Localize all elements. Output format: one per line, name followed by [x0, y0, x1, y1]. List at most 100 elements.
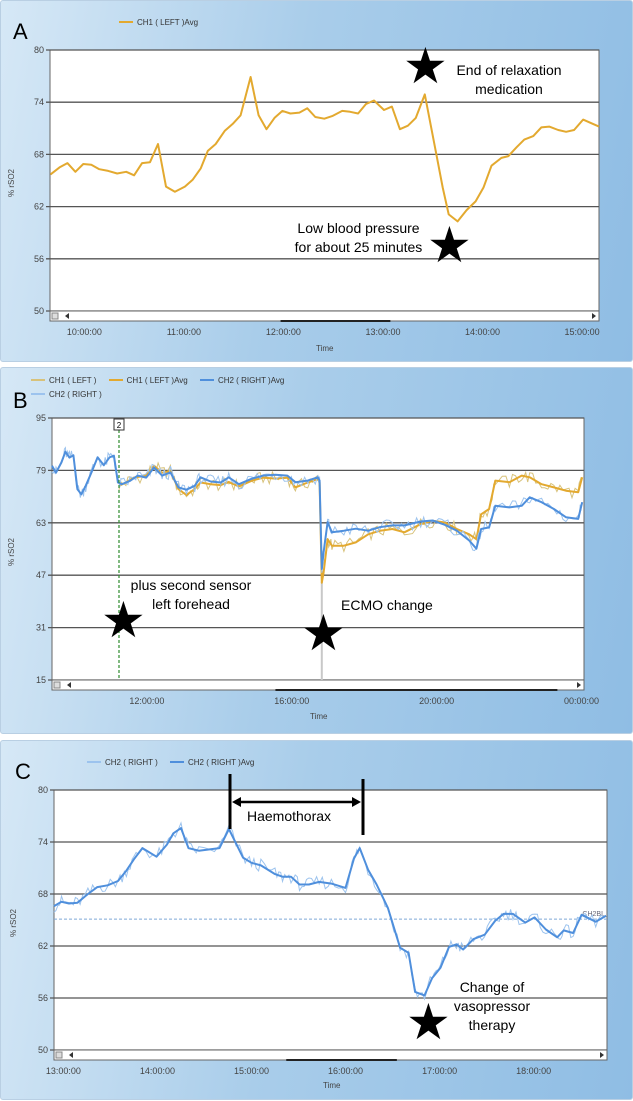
scrollbar: [53, 1049, 608, 1061]
annotation-haemothorax: Haemothorax: [247, 807, 331, 826]
star-icon: ★: [403, 38, 448, 94]
annotation-line: Haemothorax: [247, 808, 332, 824]
legend-swatch: [108, 379, 123, 381]
annotation-low-blood-pressure: Low blood pressure for about 25 minutes: [286, 219, 431, 257]
y-axis-label: % rSO2: [7, 537, 16, 566]
y-tick-label: 50: [38, 1045, 48, 1055]
annotation-line: plus second sensor: [130, 577, 252, 593]
legend-row-2[interactable]: CH2 ( RIGHT ): [31, 388, 112, 399]
chart-b-svg: 15 31 47 63 79 95 12:00:00 16:00:00 20:00:00 00:0…: [36, 413, 599, 706]
annotation-end-relaxation: End of relaxation medication: [449, 61, 569, 99]
legend-swatch: [169, 761, 184, 763]
legend-item-ch2-avg[interactable]: CH2 ( RIGHT )Avg: [199, 375, 285, 385]
y-axis-label: % rSO2: [9, 908, 18, 937]
x-tick-label: 20:00:00: [419, 696, 454, 706]
y-tick-label: 56: [34, 254, 44, 264]
x-tick-label: 15:00:00: [565, 327, 600, 337]
legend-label: CH1 ( LEFT )Avg: [126, 375, 188, 385]
annotation-line: Low blood pressure: [297, 220, 420, 236]
y-tick-label: 74: [38, 837, 48, 847]
panel-letter: B: [13, 388, 28, 413]
scroll-left-icon: [65, 313, 69, 319]
chart-panel-b: 15 31 47 63 79 95 12:00:00 16:00:00 20:00:00 00:0…: [0, 367, 633, 734]
legend[interactable]: CH2 ( RIGHT ) CH2 ( RIGHT )Avg: [87, 756, 264, 767]
legend-item-ch1-raw[interactable]: CH1 ( LEFT ): [31, 376, 96, 385]
x-tick-label: 16:00:00: [274, 696, 309, 706]
annotation-line: for about 25 minutes: [294, 239, 423, 255]
y-tick-label: 15: [36, 675, 46, 685]
plot-area: [49, 49, 600, 312]
panel-letter: A: [13, 19, 28, 44]
scroll-right-icon: [592, 313, 596, 319]
scroll-right-icon: [600, 1052, 604, 1058]
x-tick-label: 13:00:00: [46, 1066, 81, 1076]
plot-area: [51, 417, 585, 681]
event-marker-label: 2: [117, 421, 122, 430]
legend-swatch: [119, 21, 133, 23]
annotation-vasopressor: Change of vasopressor therapy: [451, 978, 533, 1035]
legend-label: CH2 ( RIGHT )Avg: [217, 375, 285, 385]
arrow-left-icon: [232, 797, 241, 807]
plot-area: [53, 789, 608, 1051]
scrollbar: [49, 310, 600, 322]
star-icon: ★: [427, 217, 472, 273]
annotation-line: Change of: [459, 979, 525, 995]
x-axis-label: Time: [323, 1081, 341, 1090]
legend[interactable]: CH1 ( LEFT )Avg: [119, 16, 208, 27]
annotation-second-sensor: plus second sensor left forehead: [121, 576, 261, 614]
legend-swatch: [31, 379, 45, 381]
chart-panel-a: 50 56 62 68 74 80 10:00:00 11:00:00 12:00:00 13:0…: [0, 0, 633, 362]
annotation-line: End of relaxation: [456, 62, 562, 78]
legend-item-ch2-avg[interactable]: CH2 ( RIGHT )Avg: [169, 757, 255, 767]
y-tick-label: 74: [34, 97, 44, 107]
legend-swatch: [31, 393, 45, 395]
y-tick-label: 31: [36, 623, 46, 633]
legend-item-ch1-avg[interactable]: CH1 ( LEFT )Avg: [108, 375, 188, 385]
x-axis-label: Time: [310, 712, 328, 721]
x-tick-label: 15:00:00: [234, 1066, 269, 1076]
x-tick-label: 14:00:00: [465, 327, 500, 337]
legend-item-ch2-raw[interactable]: CH2 ( RIGHT ): [31, 390, 102, 399]
y-tick-label: 80: [34, 45, 44, 55]
zoom-reset-icon: [51, 312, 59, 320]
x-tick-label: 18:00:00: [516, 1066, 551, 1076]
y-tick-label: 68: [38, 889, 48, 899]
annotation-line: medication: [475, 81, 543, 97]
series-line: [49, 76, 600, 223]
legend-label: CH1 ( LEFT )Avg: [137, 17, 199, 27]
event-marker-box: [113, 418, 125, 431]
panel-letter: C: [15, 759, 31, 784]
legend-label: CH2 ( RIGHT )Avg: [187, 757, 255, 767]
x-tick-label: 13:00:00: [365, 327, 400, 337]
legend-item-ch1-avg[interactable]: CH1 ( LEFT )Avg: [119, 18, 198, 27]
annotation-line: ECMO change: [341, 597, 433, 613]
star-icon: ★: [301, 605, 346, 661]
x-tick-label: 16:00:00: [328, 1066, 363, 1076]
series-line: [53, 827, 607, 997]
legend-item-ch2-raw[interactable]: CH2 ( RIGHT ): [87, 758, 158, 767]
star-icon: ★: [101, 592, 146, 648]
y-tick-label: 56: [38, 993, 48, 1003]
y-tick-label: 68: [34, 149, 44, 159]
star-icon: ★: [406, 994, 451, 1050]
legend-label: CH2 ( RIGHT ): [49, 389, 102, 399]
series-line: [51, 450, 584, 570]
annotation-line: therapy: [468, 1017, 516, 1033]
annotation-ecmo-change: ECMO change: [341, 596, 433, 615]
legend-swatch: [87, 761, 101, 763]
y-axis-label: % rSO2: [7, 168, 16, 197]
y-tick-label: 79: [36, 465, 46, 475]
y-tick-label: 63: [36, 518, 46, 528]
annotation-line: vasopressor: [453, 998, 531, 1014]
x-tick-label: 10:00:00: [67, 327, 102, 337]
chart-c-svg: 50 56 62 68 74 80 13:00:00 14:00:00 15:00:00 16:0…: [38, 774, 608, 1076]
x-axis-label: Time: [316, 344, 334, 353]
arrow-right-icon: [352, 797, 361, 807]
legend-swatch: [199, 379, 214, 381]
scroll-right-icon: [577, 682, 581, 688]
legend-label: CH1 ( LEFT ): [49, 375, 97, 385]
scrollbar: [51, 679, 585, 691]
y-tick-label: 62: [38, 941, 48, 951]
chart-panel-c: 50 56 62 68 74 80 13:00:00 14:00:00 15:00:00 16:0…: [0, 740, 633, 1100]
legend[interactable]: CH1 ( LEFT ) CH1 ( LEFT )Avg CH2 ( RIGHT…: [31, 374, 294, 385]
